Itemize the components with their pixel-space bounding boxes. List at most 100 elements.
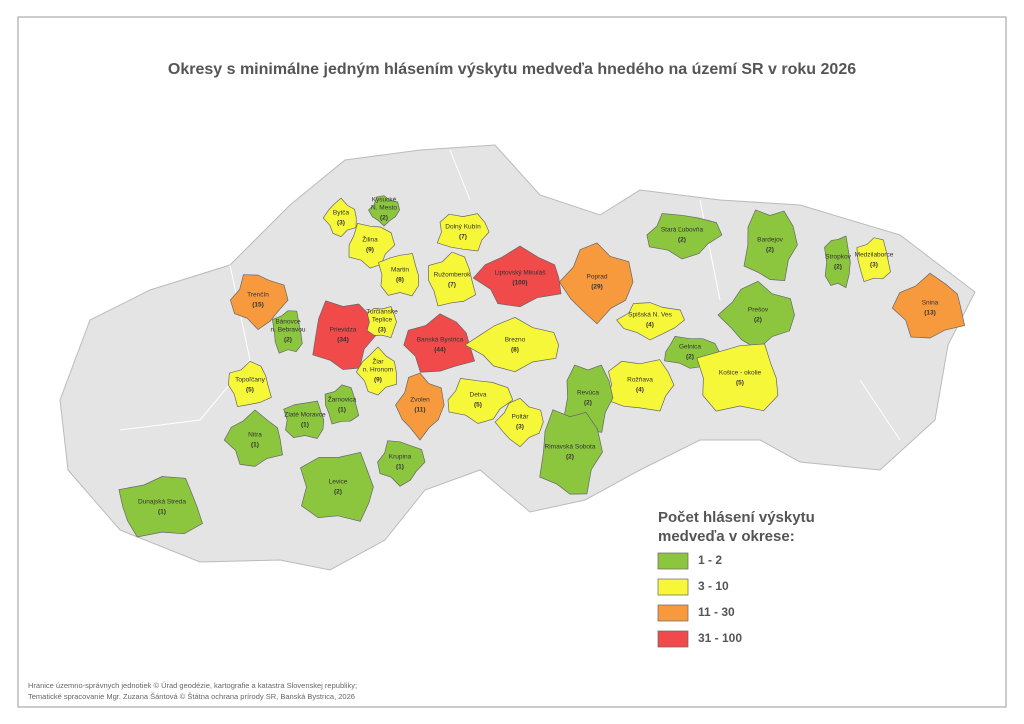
district-count: (2): [678, 237, 686, 244]
district-count: (8): [511, 347, 519, 354]
district-name: Brezno: [505, 337, 526, 344]
district: [558, 242, 634, 325]
district: [539, 409, 603, 495]
district-name: Žiar: [372, 357, 384, 366]
district-count: (9): [366, 247, 374, 254]
district: [403, 313, 476, 373]
legend-label: 3 - 10: [698, 579, 729, 593]
district-name: Rožňava: [627, 377, 653, 384]
district-name: Snina: [922, 300, 939, 307]
district-name: Spišská N. Ves: [628, 312, 672, 319]
district-count: (3): [337, 220, 345, 227]
district: [322, 197, 357, 238]
district: [228, 360, 272, 408]
district-count: (2): [754, 317, 762, 324]
district-name: Poltár: [512, 414, 530, 421]
district: [428, 251, 477, 307]
district: [616, 302, 685, 341]
district-count: (1): [338, 407, 346, 414]
district: [223, 409, 283, 467]
district-count: (100): [512, 280, 527, 287]
district-name: Trenčín: [247, 292, 269, 299]
district-count: (44): [434, 347, 446, 354]
district-name: Bytča: [333, 210, 350, 217]
district: [646, 213, 723, 260]
district-name: Zvolen: [410, 397, 430, 404]
legend-swatch: [657, 630, 689, 648]
district-name: Poprad: [587, 274, 608, 281]
district-count: (2): [766, 247, 774, 254]
district-count: (29): [591, 284, 603, 291]
district-name: Gelnica: [679, 344, 701, 351]
district-count: (15): [252, 302, 264, 309]
border-lines: [119, 149, 901, 441]
district-count: (9): [374, 377, 382, 384]
legend-label: 11 - 30: [698, 605, 735, 619]
district: [283, 400, 325, 439]
district: [300, 451, 374, 522]
district: [272, 310, 303, 354]
district-count: (3): [378, 327, 386, 334]
district: [395, 372, 445, 441]
district-count: (5): [474, 402, 482, 409]
district-count: (11): [414, 407, 425, 414]
district-name: Rimavská Sobota: [545, 444, 596, 451]
district: [436, 213, 490, 252]
district-name: Zlaté Moravce: [284, 412, 326, 419]
district-count: (13): [924, 310, 936, 317]
district-name: Levice: [329, 479, 348, 486]
legend-swatch: [657, 604, 689, 622]
district: [230, 274, 289, 330]
district-name: Detva: [470, 392, 487, 399]
district-count: (7): [448, 282, 456, 289]
district: [447, 378, 514, 424]
district-name: Prešov: [748, 307, 769, 314]
district: [472, 245, 562, 308]
district: [605, 359, 675, 412]
district-name: Stropkov: [825, 254, 851, 261]
district-count: (34): [337, 337, 349, 344]
district-count: (4): [646, 322, 654, 329]
district-count: (2): [334, 489, 342, 496]
legend-swatch: [657, 578, 689, 596]
district: [118, 476, 203, 538]
district: [696, 343, 779, 412]
district-count: (2): [584, 400, 592, 407]
district: [377, 440, 426, 487]
district-name: n. Hronom: [363, 367, 393, 374]
district-name: Prievidza: [330, 327, 357, 334]
district-name: Bardejov: [757, 237, 783, 244]
district-count: (2): [284, 337, 292, 344]
district-name: Stará Ľubovňa: [661, 227, 704, 234]
district: [355, 346, 397, 396]
legend-label: 1 - 2: [698, 553, 722, 567]
district-name: Kysucké: [372, 197, 397, 204]
map-title: Okresy s minimálne jedným hlásením výsky…: [168, 61, 856, 78]
district: [717, 280, 795, 350]
district-count: (3): [870, 262, 878, 269]
footer-line: Hranice územno-správnych jednotiek © Úra…: [28, 681, 357, 690]
district-count: (7): [459, 234, 467, 241]
district-count: (1): [301, 422, 309, 429]
district-count: (2): [834, 264, 842, 271]
district-name: Dunajská Streda: [138, 499, 186, 506]
district-name: Krupina: [389, 454, 412, 461]
district: [856, 237, 891, 283]
district: [891, 272, 966, 339]
legend-label: 31 - 100: [698, 631, 742, 645]
district: [368, 195, 400, 227]
district: [743, 209, 798, 281]
district-count: (1): [396, 464, 404, 471]
district-count: (3): [516, 424, 524, 431]
district-name: Košice - okolie: [719, 370, 762, 377]
district: [378, 253, 419, 297]
district-count: (5): [736, 380, 744, 387]
district-name: Banská Bystrica: [417, 337, 464, 344]
district-name: Žilina: [362, 235, 378, 244]
district: [366, 306, 397, 339]
district-name: Ružomberok: [434, 272, 472, 279]
footer-line: Tematické spracovanie Mgr. Zuzana Šántov…: [28, 692, 355, 701]
district-name: Medzilaborce: [855, 252, 894, 259]
district-count: (4): [636, 387, 644, 394]
district-name: Bánovce: [275, 319, 301, 326]
